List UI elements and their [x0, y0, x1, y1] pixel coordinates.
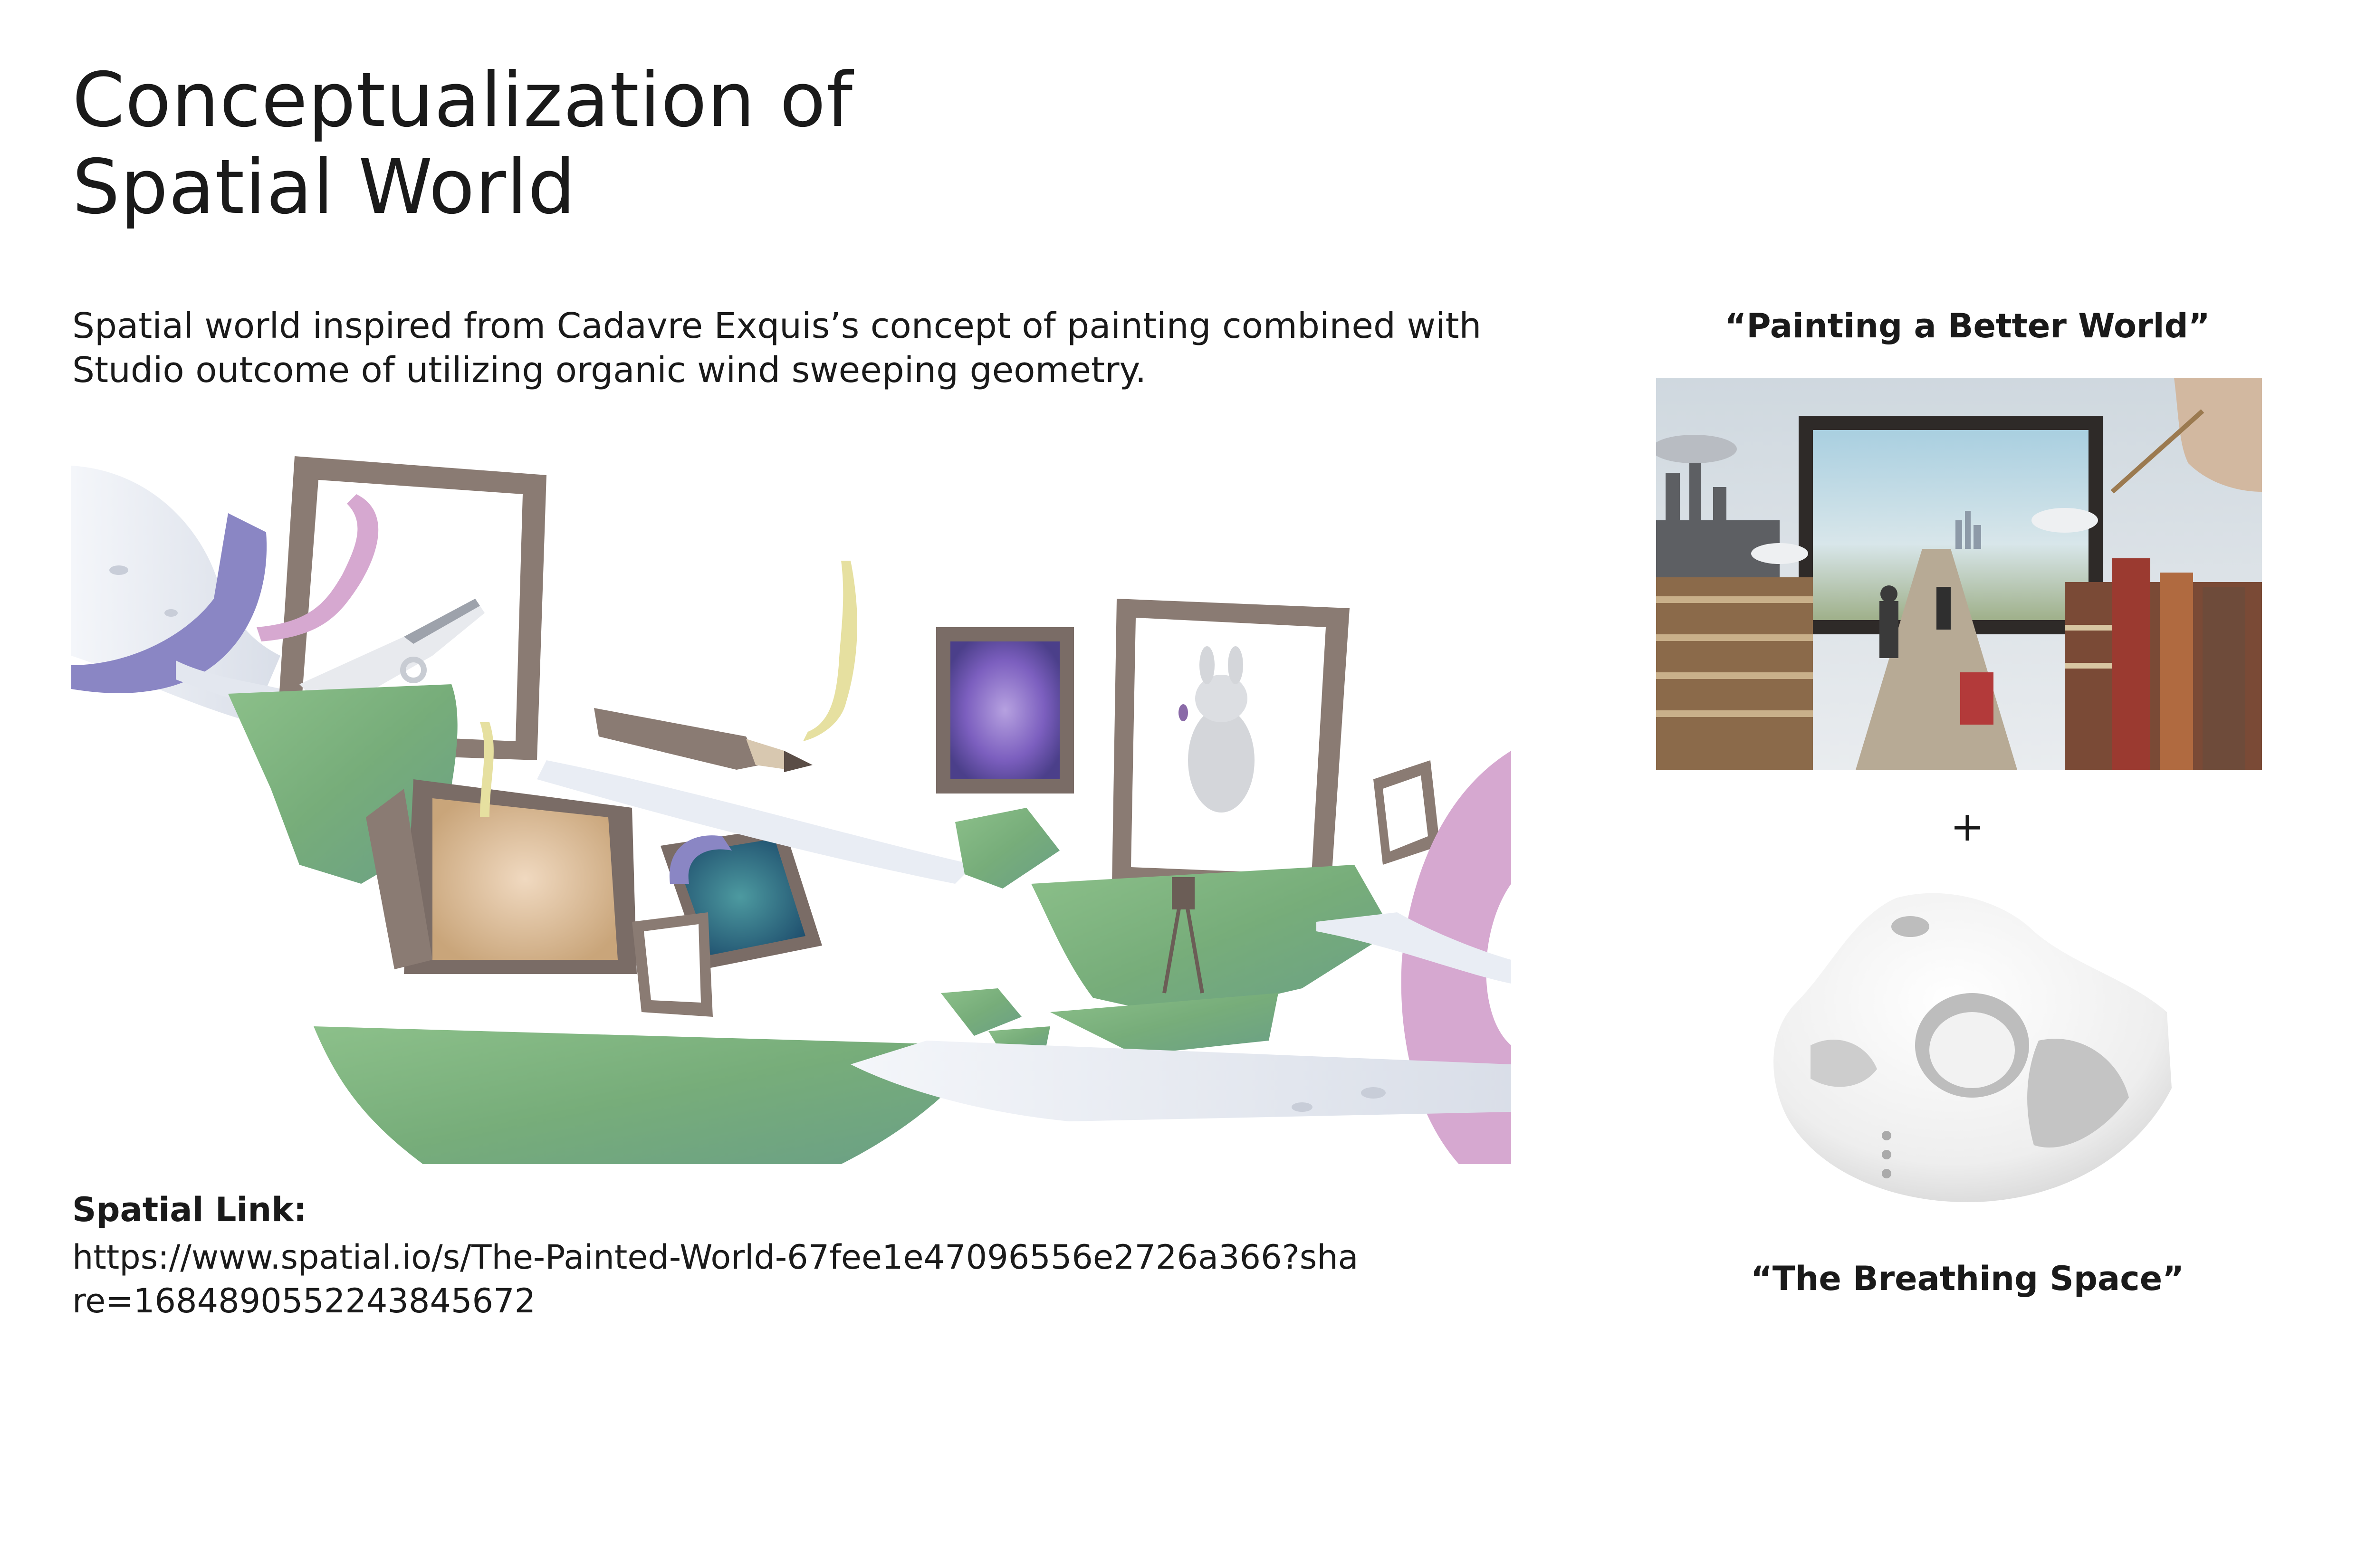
purple-painting — [936, 627, 1074, 794]
description-line-2: Studio outcome of utilizing organic wind… — [72, 350, 1147, 391]
spatial-link-url-line-1[interactable]: https://www.spatial.io/s/The-Painted-Wor… — [72, 1238, 1359, 1277]
green-island-bottom — [314, 1026, 984, 1164]
breathing-space-mask-model — [1773, 893, 2172, 1202]
breathing-space-caption: “The Breathing Space” — [1750, 1259, 2184, 1298]
title-line-1: Conceptualization of — [72, 57, 853, 144]
title-line-2: Spatial World — [72, 143, 576, 231]
sand-painting-box — [366, 779, 637, 974]
pink-ribbon-shape — [257, 494, 379, 641]
painting-a-better-world-collage — [1656, 378, 2262, 770]
page-title: Conceptualization of Spatial World — [72, 57, 853, 231]
white-wind-streak — [537, 760, 974, 884]
plus-sign: + — [1950, 803, 1985, 851]
lavender-swoosh-shape — [71, 513, 267, 693]
spatial-link-url[interactable]: https://www.spatial.io/s/The-Painted-Wor… — [72, 1235, 1474, 1323]
painting-caption: “Painting a Better World” — [1725, 306, 2210, 345]
bottom-white-streak — [851, 1041, 1511, 1121]
green-island-right — [1031, 865, 1392, 1017]
easel-model — [1162, 877, 1204, 994]
spaceship-model — [299, 599, 485, 694]
description-line-1: Spatial world inspired from Cadavre Exqu… — [72, 306, 1482, 346]
spatial-link-label: Spatial Link: — [72, 1190, 307, 1229]
rabbit-sculpture — [1178, 646, 1255, 813]
paintbrush-model — [594, 708, 813, 772]
spatial-link-url-line-2[interactable]: re=1684890552243845672 — [72, 1281, 536, 1320]
spatial-world-render — [71, 456, 1511, 1164]
description: Spatial world inspired from Cadavre Exqu… — [72, 304, 1517, 392]
